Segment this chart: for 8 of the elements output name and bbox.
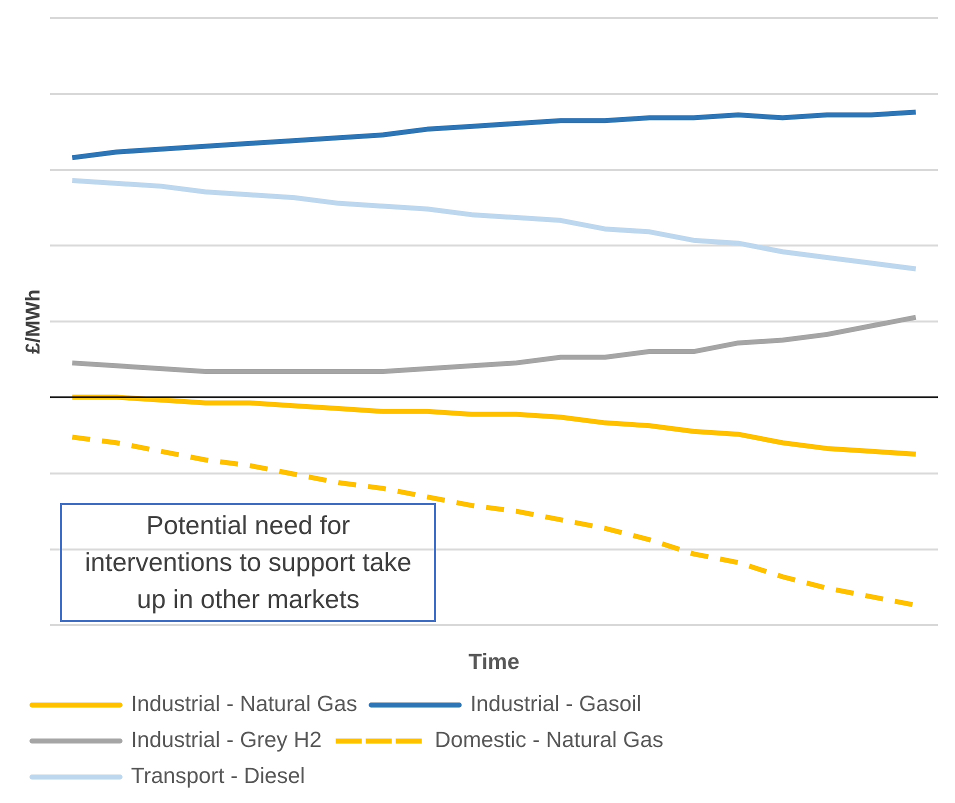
legend-label: Industrial - Natural Gas bbox=[131, 691, 358, 716]
legend-label: Domestic - Natural Gas bbox=[434, 727, 664, 752]
annotation: Potential need for interventions to support take up in other markets bbox=[60, 503, 436, 622]
legend-label: Industrial - Grey H2 bbox=[131, 727, 322, 752]
legend-label: Transport - Diesel bbox=[131, 763, 306, 788]
y-axis-title: £/MWh bbox=[22, 289, 45, 354]
x-axis-title: Time bbox=[468, 648, 520, 674]
legend-label: Industrial - Gasoil bbox=[470, 691, 642, 716]
